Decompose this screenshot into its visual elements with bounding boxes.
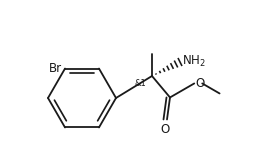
Text: &1: &1: [134, 79, 146, 88]
Text: O: O: [161, 123, 170, 136]
Text: NH$_2$: NH$_2$: [182, 53, 206, 68]
Text: O: O: [195, 77, 205, 90]
Text: Br: Br: [49, 62, 62, 75]
